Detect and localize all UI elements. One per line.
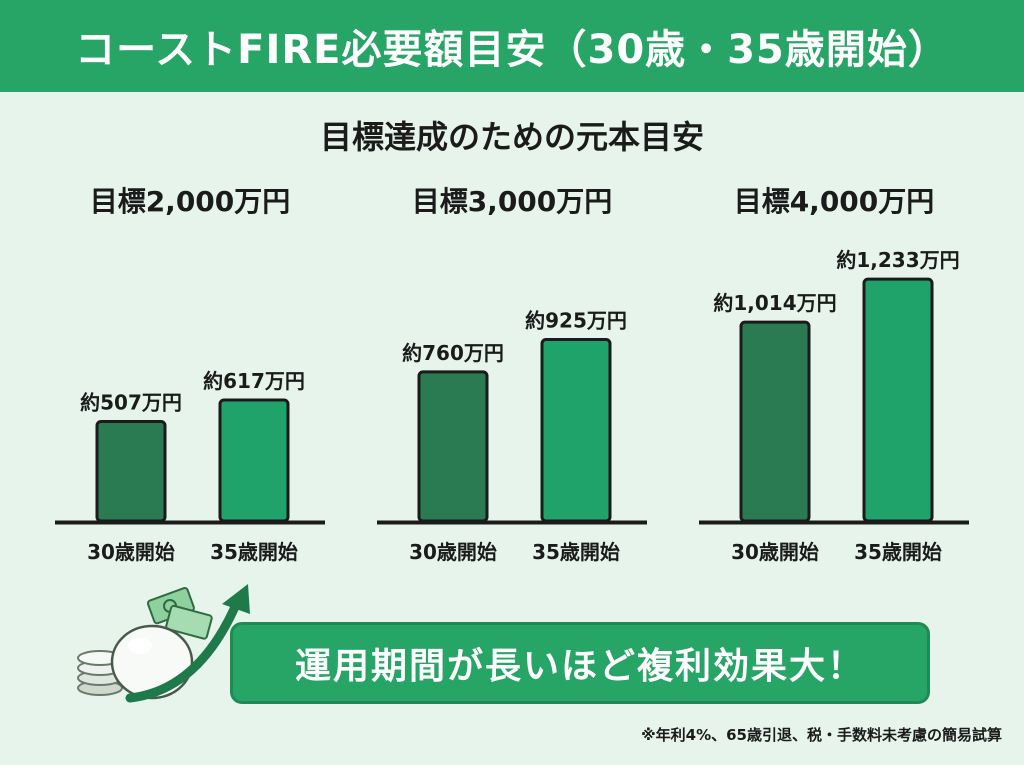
bar-value-label: 約760万円: [402, 341, 504, 365]
bar-35: [218, 398, 290, 523]
bar-30: [739, 320, 811, 523]
panel-title: 目標2,000万円: [89, 185, 291, 218]
banner-text: 運用期間が長いほど複利効果大！: [294, 646, 865, 687]
category-label: 30歳開始: [87, 540, 175, 564]
category-label: 35歳開始: [210, 540, 298, 564]
category-label: 30歳開始: [731, 540, 819, 564]
bar-value-label: 約617万円: [203, 369, 305, 393]
growth-illustration: [77, 584, 250, 703]
chart-subtitle: 目標達成のための元本目安: [319, 118, 704, 156]
key-message-banner: 運用期間が長いほど複利効果大！: [230, 622, 930, 704]
footnote: ※年利4%、65歳引退、税・手数料未考慮の簡易試算: [641, 726, 1002, 744]
coin-stack-icon: [77, 650, 123, 696]
bar-value-label: 約1,233万円: [836, 248, 959, 272]
bar-35: [540, 338, 612, 523]
page-title: コーストFIRE必要額目安（30歳・35歳開始）: [75, 27, 949, 73]
chart-panel-3000: 目標3,000万円 約760万円 30歳開始 約925万円 35歳開始: [362, 180, 662, 580]
panel-title: 目標4,000万円: [733, 185, 935, 218]
bar-35: [862, 277, 934, 523]
piggy-bank-icon: [110, 624, 194, 700]
bar-30: [95, 420, 167, 523]
chart-panel-4000: 目標4,000万円 約1,014万円 30歳開始 約1,233万円 35歳開始: [684, 180, 984, 580]
bar-value-label: 約1,014万円: [713, 291, 836, 315]
bar-chart-2000: 約507万円 30歳開始 約617万円 35歳開始: [55, 369, 325, 564]
category-label: 35歳開始: [532, 540, 620, 564]
chart-panel-2000: 目標2,000万円 約507万円 30歳開始 約617万円 35歳開始: [40, 180, 340, 580]
bar-chart-3000: 約760万円 30歳開始 約925万円 35歳開始: [377, 309, 647, 564]
growth-arrow-icon: [125, 584, 250, 703]
bar-value-label: 約507万円: [80, 391, 182, 415]
bar-value-label: 約925万円: [525, 309, 627, 333]
category-label: 30歳開始: [409, 540, 497, 564]
banknote-icon: [146, 587, 213, 640]
panel-title: 目標3,000万円: [411, 185, 613, 218]
bar-chart-4000: 約1,014万円 30歳開始 約1,233万円 35歳開始: [699, 248, 969, 564]
bar-30: [417, 370, 489, 523]
category-label: 35歳開始: [854, 540, 942, 564]
header-bar: コーストFIRE必要額目安（30歳・35歳開始）: [0, 0, 1024, 92]
